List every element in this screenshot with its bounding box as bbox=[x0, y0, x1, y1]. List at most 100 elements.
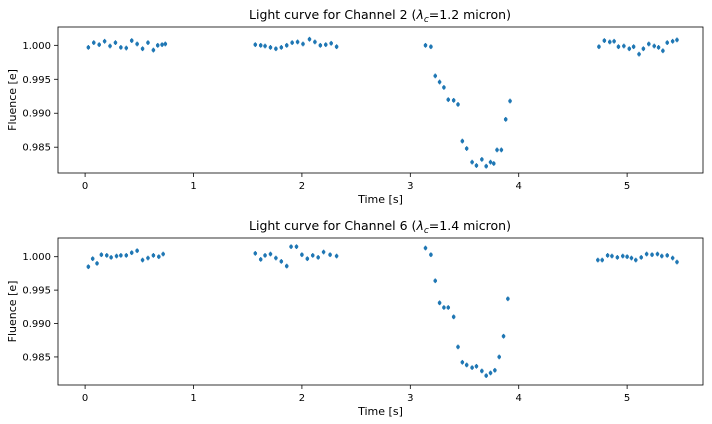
x-tick-label: 4 bbox=[516, 181, 522, 192]
point-marker bbox=[497, 355, 502, 359]
data-point bbox=[334, 44, 339, 50]
data-point bbox=[294, 244, 299, 250]
point-marker bbox=[140, 258, 145, 262]
data-point bbox=[151, 47, 156, 53]
data-point bbox=[161, 251, 165, 257]
point-marker bbox=[605, 253, 610, 258]
point-marker bbox=[670, 39, 675, 44]
data-point bbox=[460, 138, 465, 144]
data-point bbox=[140, 257, 145, 263]
data-point bbox=[429, 252, 433, 258]
data-point bbox=[656, 44, 661, 50]
point-marker bbox=[484, 164, 488, 169]
data-point bbox=[129, 250, 134, 256]
data-point bbox=[109, 255, 113, 260]
data-point bbox=[97, 42, 101, 48]
data-point bbox=[90, 256, 95, 262]
point-marker bbox=[470, 365, 474, 370]
point-marker bbox=[310, 253, 315, 258]
point-marker bbox=[451, 98, 456, 103]
x-axis-ticks: 0 1 2 3 4 5 bbox=[82, 173, 630, 192]
y-tick-label: 0.995 bbox=[22, 75, 51, 86]
data-point bbox=[113, 40, 118, 45]
data-point bbox=[446, 305, 451, 310]
x-tick-label: 0 bbox=[82, 181, 88, 192]
point-marker bbox=[474, 364, 479, 369]
point-marker bbox=[318, 43, 323, 48]
data-point bbox=[274, 46, 278, 52]
point-marker bbox=[596, 258, 600, 262]
point-marker bbox=[313, 40, 317, 44]
point-marker bbox=[334, 254, 339, 258]
data-point bbox=[307, 36, 312, 42]
point-marker bbox=[437, 80, 442, 84]
data-point bbox=[258, 257, 263, 262]
data-point bbox=[114, 253, 119, 259]
point-marker bbox=[129, 250, 134, 255]
point-marker bbox=[451, 315, 456, 319]
point-marker bbox=[86, 264, 91, 269]
point-marker bbox=[119, 45, 123, 50]
point-marker bbox=[423, 43, 428, 48]
x-axis-ticks: 0 1 2 3 4 5 bbox=[82, 385, 630, 404]
data-point bbox=[610, 253, 614, 259]
point-marker bbox=[665, 253, 670, 258]
point-marker bbox=[506, 297, 510, 301]
point-marker bbox=[99, 252, 104, 257]
point-marker bbox=[429, 44, 433, 49]
y-axis-label: Fluence [e] bbox=[6, 69, 19, 131]
data-point bbox=[305, 256, 310, 262]
data-point bbox=[600, 257, 604, 263]
point-marker bbox=[124, 46, 129, 50]
point-marker bbox=[129, 38, 134, 43]
data-point bbox=[433, 73, 438, 79]
data-point bbox=[102, 38, 107, 44]
data-point bbox=[284, 42, 289, 48]
point-marker bbox=[258, 43, 263, 48]
data-point bbox=[612, 38, 616, 44]
data-point bbox=[124, 253, 129, 258]
point-marker bbox=[600, 258, 604, 262]
y-tick-label: 1.000 bbox=[22, 252, 51, 263]
point-marker bbox=[612, 39, 616, 44]
point-marker bbox=[488, 371, 493, 375]
axes-frame bbox=[57, 237, 704, 386]
data-point bbox=[268, 44, 273, 50]
data-points bbox=[86, 36, 679, 169]
data-point bbox=[661, 48, 665, 54]
data-point bbox=[480, 368, 484, 374]
point-marker bbox=[474, 163, 479, 168]
point-marker bbox=[161, 252, 165, 256]
data-point bbox=[279, 44, 284, 50]
point-marker bbox=[135, 248, 139, 253]
y-axis-label: Fluence [e] bbox=[6, 281, 19, 343]
data-point bbox=[456, 344, 460, 350]
point-marker bbox=[460, 139, 465, 143]
data-point bbox=[423, 245, 428, 251]
data-point bbox=[620, 253, 625, 259]
point-marker bbox=[113, 40, 118, 45]
data-point bbox=[310, 253, 315, 258]
data-point bbox=[163, 41, 168, 47]
y-tick-label: 0.985 bbox=[22, 352, 51, 363]
data-point bbox=[329, 40, 333, 46]
point-marker bbox=[464, 146, 469, 151]
data-point bbox=[597, 44, 601, 50]
data-point bbox=[499, 147, 504, 153]
point-marker bbox=[631, 44, 636, 49]
y-tick-label: 0.990 bbox=[22, 319, 51, 330]
data-point bbox=[506, 296, 510, 302]
point-marker bbox=[151, 253, 156, 258]
data-point bbox=[495, 147, 499, 153]
data-point bbox=[665, 40, 670, 45]
data-point bbox=[633, 257, 638, 263]
data-point bbox=[675, 37, 679, 43]
data-point bbox=[446, 97, 451, 103]
point-marker bbox=[140, 46, 145, 51]
point-marker bbox=[301, 42, 305, 46]
point-marker bbox=[622, 44, 626, 48]
point-marker bbox=[650, 252, 654, 257]
point-marker bbox=[279, 259, 284, 264]
point-marker bbox=[104, 253, 109, 258]
